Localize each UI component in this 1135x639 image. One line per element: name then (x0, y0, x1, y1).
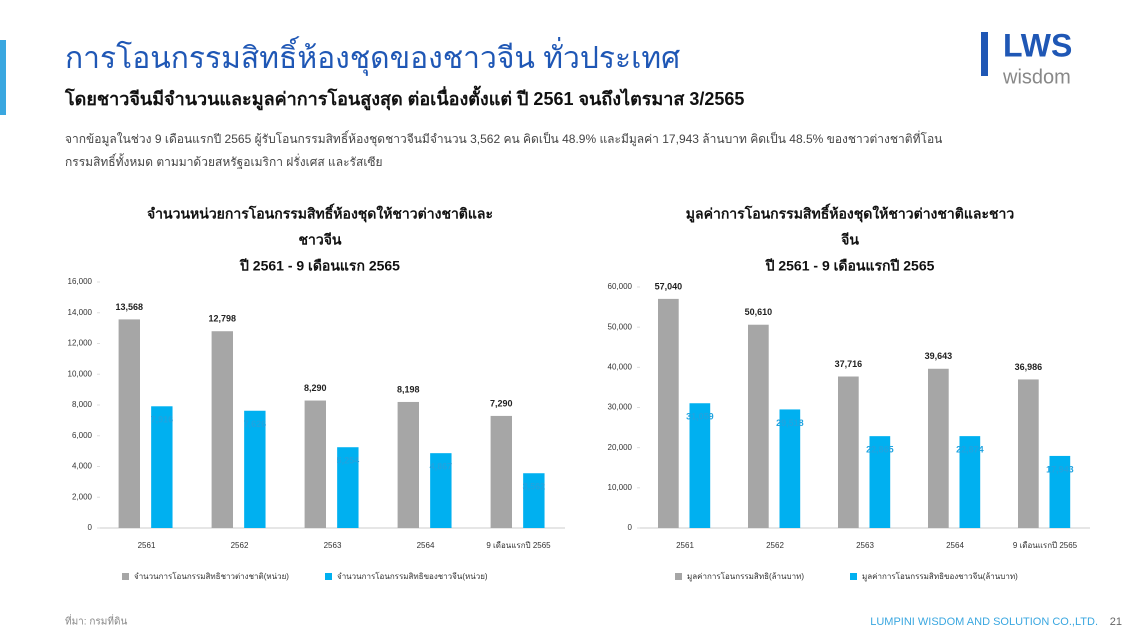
y-tick-label: 30,000 (608, 403, 633, 412)
x-tick-label: 2563 (324, 541, 342, 550)
y-tick-label: 40,000 (608, 362, 633, 371)
value-label: 31,059 (686, 412, 714, 422)
x-tick-label: 9 เดือนแรกปี 2565 (1013, 541, 1078, 550)
logo-sub: wisdom (1002, 66, 1071, 88)
value-label: 8,290 (304, 383, 327, 393)
legend-swatch (850, 573, 857, 580)
slide-subtitle: โดยชาวจีนมีจำนวนและมูลค่าการโอนสูงสุด ต่… (64, 85, 744, 111)
y-tick-label: 14,000 (68, 308, 93, 317)
value-label: 5,254 (337, 456, 360, 466)
legend-label: มูลค่าการโอนกรรมสิทธิของชาวจีน(ล้านบาท) (862, 571, 1018, 582)
y-tick-label: 4,000 (72, 462, 93, 471)
x-tick-label: 9 เดือนแรกปี 2565 (486, 541, 551, 550)
bar (1049, 455, 1071, 528)
chart-title: ปี 2561 - 9 เดือนแรกปี 2565 (764, 258, 935, 274)
value-label: 37,716 (835, 359, 863, 369)
y-tick-label: 16,000 (68, 277, 93, 286)
x-tick-label: 2563 (856, 541, 874, 550)
body-text: กรรมสิทธิ์ทั้งหมด ตามมาด้วยสหรัฐอเมริกา … (65, 153, 383, 169)
value-label: 22,874 (956, 444, 984, 454)
chart-title: มูลค่าการโอนกรรมสิทธิ์ห้องชุดให้ชาวต่างช… (686, 203, 1015, 223)
value-label: 50,610 (745, 307, 773, 317)
bar (244, 410, 266, 528)
value-label: 39,643 (925, 351, 953, 361)
value-label: 13,568 (116, 302, 144, 312)
bar (779, 409, 801, 528)
bar (838, 376, 859, 528)
page-number: 21 (1110, 616, 1122, 628)
bar (748, 324, 769, 528)
x-tick-label: 2564 (946, 541, 964, 550)
bar (397, 401, 419, 528)
company: LUMPINI WISDOM AND SOLUTION CO.,LTD. (870, 616, 1098, 628)
value-label: 7,916 (151, 415, 174, 425)
value-label: 57,040 (655, 281, 683, 291)
y-tick-label: 8,000 (72, 400, 93, 409)
bar (337, 447, 359, 528)
legend-label: มูลค่าการโอนกรรมสิทธิ(ล้านบาท) (687, 571, 804, 582)
bar (430, 453, 452, 528)
y-tick-label: 2,000 (72, 492, 93, 501)
bar (211, 331, 233, 528)
y-tick-label: 0 (628, 523, 633, 532)
legend-swatch (122, 573, 129, 580)
bar (869, 436, 891, 528)
x-tick-label: 2564 (417, 541, 435, 550)
bar (523, 473, 545, 528)
value-label: 12,798 (209, 314, 237, 324)
value-label: 29,518 (776, 418, 804, 428)
bar (118, 319, 140, 528)
bar (490, 415, 512, 528)
y-tick-label: 12,000 (68, 339, 93, 348)
source: ที่มา: กรมที่ดิน (65, 614, 127, 628)
y-tick-label: 20,000 (608, 443, 633, 452)
chart-title: ชาวจีน (299, 232, 342, 248)
bar (151, 406, 173, 528)
slide-title: การโอนกรรมสิทธิ์ห้องชุดของชาวจีน ทั่วประ… (65, 36, 680, 77)
value-label: 4,867 (430, 462, 453, 472)
y-tick-label: 10,000 (608, 483, 633, 492)
y-tick-label: 6,000 (72, 431, 93, 440)
bar (658, 298, 679, 528)
bar (304, 400, 326, 528)
legend-swatch (675, 573, 682, 580)
y-tick-label: 50,000 (608, 322, 633, 331)
x-tick-label: 2561 (138, 541, 156, 550)
value-label: 7,290 (490, 398, 513, 408)
legend-label: จำนวนการโอนกรรมสิทธิของชาวจีน(หน่วย) (337, 571, 488, 581)
x-tick-label: 2562 (766, 541, 784, 550)
value-label: 8,198 (397, 384, 420, 394)
value-label: 17,943 (1046, 464, 1074, 474)
legend-label: จำนวนการโอนกรรมสิทธิชาวต่างชาติ(หน่วย) (134, 571, 289, 581)
body-text: จากข้อมูลในช่วง 9 เดือนแรกปี 2565 ผู้รับ… (65, 130, 942, 147)
accent-bar (0, 40, 6, 115)
value-label: 7,626 (244, 419, 267, 429)
y-tick-label: 60,000 (608, 282, 633, 291)
bar (689, 403, 711, 528)
value-label: 36,986 (1015, 362, 1043, 372)
legend-swatch (325, 573, 332, 580)
y-tick-label: 0 (88, 523, 93, 532)
chart-title: จีน (840, 232, 859, 248)
chart-title: จำนวนหน่วยการโอนกรรมสิทธิ์ห้องชุดให้ชาวต… (147, 203, 493, 223)
value-label: 22,865 (866, 445, 894, 455)
x-tick-label: 2562 (231, 541, 249, 550)
bar (1018, 379, 1039, 528)
logo-bar (981, 32, 988, 76)
chart-title: ปี 2561 - 9 เดือนแรก 2565 (239, 258, 401, 274)
logo: LWS (1003, 27, 1072, 63)
value-label: 3,562 (523, 482, 546, 492)
y-tick-label: 10,000 (68, 369, 93, 378)
bar (959, 436, 981, 528)
bar (928, 368, 949, 528)
x-tick-label: 2561 (676, 541, 694, 550)
